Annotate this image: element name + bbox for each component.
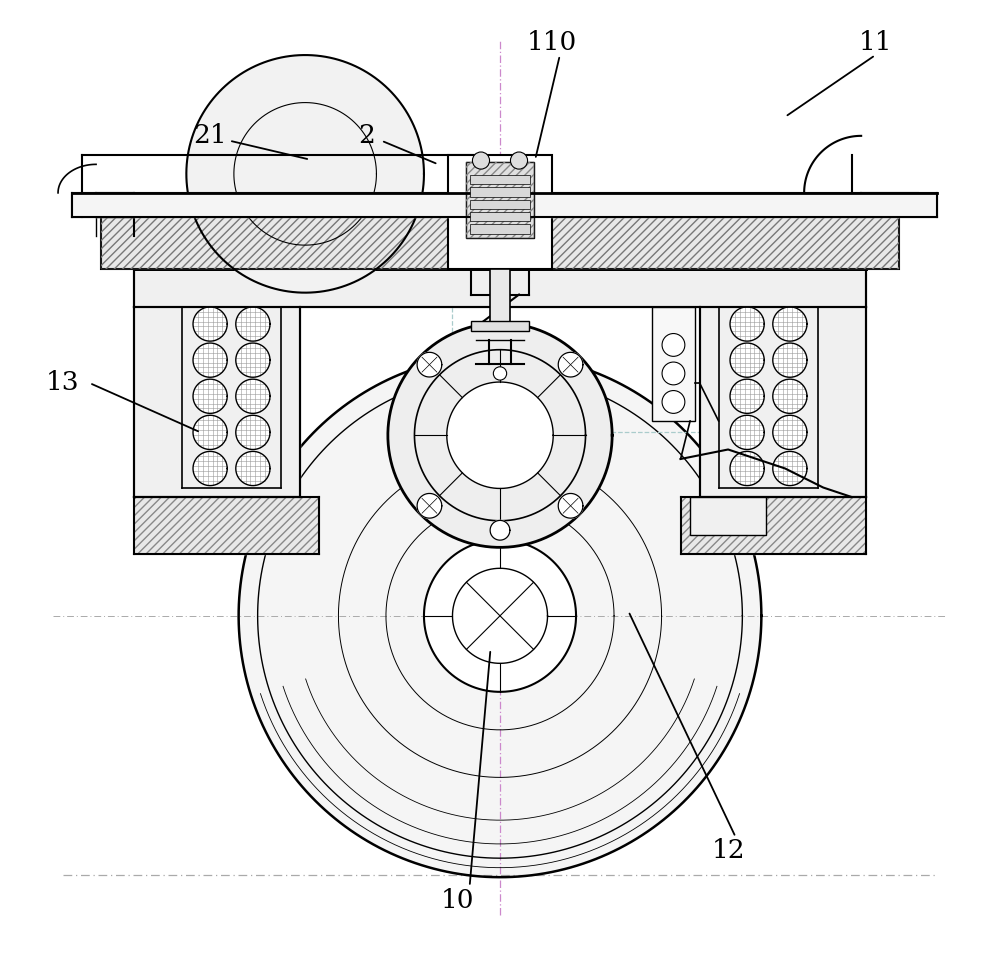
Bar: [101, 217, 462, 269]
Bar: [490, 269, 510, 326]
Polygon shape: [134, 269, 866, 307]
Polygon shape: [730, 307, 764, 341]
Polygon shape: [236, 343, 270, 378]
Bar: [652, 307, 695, 421]
Polygon shape: [773, 380, 807, 413]
Bar: [448, 155, 552, 269]
Polygon shape: [490, 520, 510, 540]
Polygon shape: [730, 415, 764, 449]
Text: 110: 110: [527, 31, 577, 55]
Polygon shape: [388, 323, 612, 548]
Polygon shape: [730, 380, 764, 413]
Polygon shape: [236, 307, 270, 341]
Polygon shape: [236, 451, 270, 486]
Text: 10: 10: [440, 888, 474, 913]
Polygon shape: [239, 355, 761, 878]
Polygon shape: [773, 415, 807, 449]
Polygon shape: [773, 307, 807, 341]
Bar: [681, 497, 866, 554]
Polygon shape: [134, 497, 319, 554]
Circle shape: [662, 334, 685, 357]
Polygon shape: [424, 540, 576, 692]
Circle shape: [472, 152, 490, 169]
Polygon shape: [773, 343, 807, 378]
Polygon shape: [193, 307, 227, 341]
Bar: [471, 321, 529, 331]
Bar: [466, 163, 534, 238]
Bar: [538, 217, 899, 269]
Circle shape: [510, 152, 528, 169]
Bar: [690, 497, 766, 535]
Polygon shape: [236, 415, 270, 449]
Polygon shape: [681, 497, 866, 554]
Circle shape: [662, 362, 685, 385]
Polygon shape: [447, 382, 553, 489]
Polygon shape: [417, 353, 442, 377]
Bar: [101, 217, 462, 269]
Bar: [72, 193, 937, 217]
Polygon shape: [72, 193, 937, 217]
Bar: [134, 497, 319, 554]
Circle shape: [493, 367, 507, 380]
Bar: [538, 217, 899, 269]
Bar: [470, 187, 530, 197]
Polygon shape: [186, 55, 424, 293]
Text: 2: 2: [359, 123, 375, 148]
Polygon shape: [730, 451, 764, 486]
Polygon shape: [773, 451, 807, 486]
Polygon shape: [193, 343, 227, 378]
Circle shape: [662, 391, 685, 413]
Polygon shape: [134, 307, 300, 497]
Bar: [470, 175, 530, 185]
Bar: [470, 200, 530, 209]
Polygon shape: [558, 493, 583, 518]
Text: 11: 11: [859, 31, 892, 55]
Polygon shape: [193, 451, 227, 486]
Polygon shape: [730, 343, 764, 378]
Polygon shape: [193, 380, 227, 413]
Bar: [470, 225, 530, 233]
Polygon shape: [558, 353, 583, 377]
Bar: [466, 163, 534, 238]
Text: 21: 21: [193, 123, 227, 148]
Text: 13: 13: [46, 371, 80, 396]
Bar: [470, 212, 530, 222]
Bar: [462, 217, 538, 269]
Polygon shape: [700, 307, 866, 497]
Polygon shape: [236, 380, 270, 413]
Polygon shape: [193, 415, 227, 449]
Text: 12: 12: [711, 838, 745, 863]
Polygon shape: [417, 493, 442, 518]
